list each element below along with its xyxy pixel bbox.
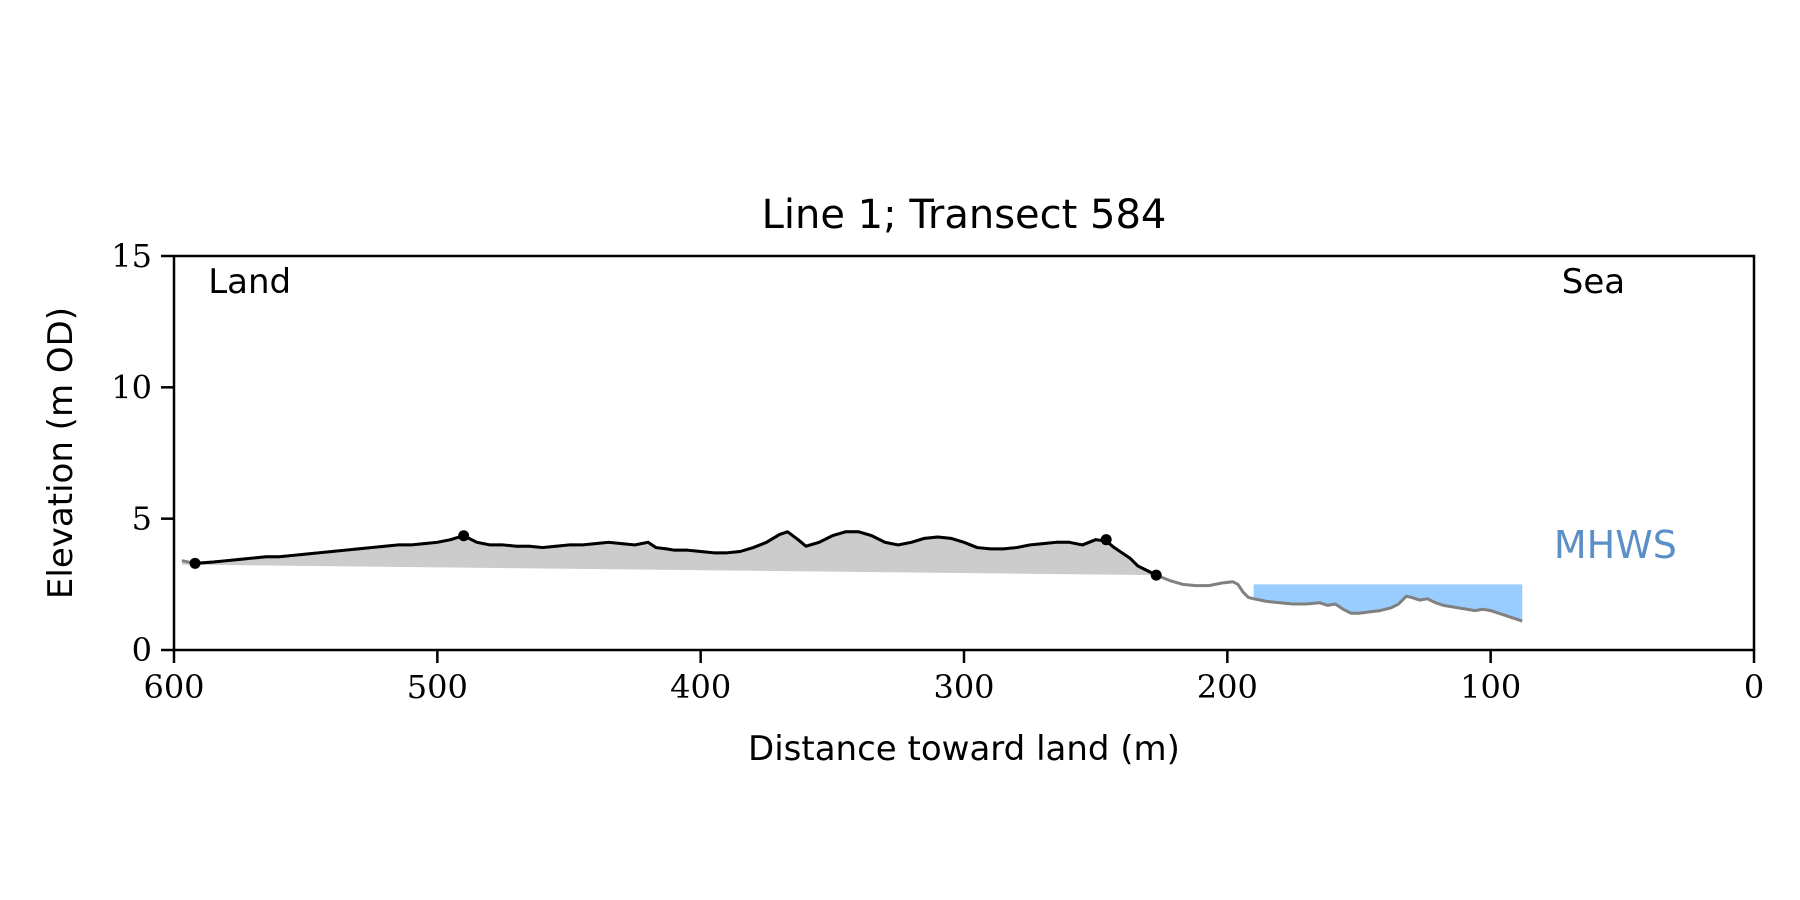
y-tick-label: 10	[111, 368, 152, 406]
profile-fill	[181, 531, 1157, 576]
chart-title: Line 1; Transect 584	[762, 192, 1167, 238]
annotation-mhws: MHWS	[1554, 523, 1677, 567]
annotation-land: Land	[208, 262, 291, 302]
plot-area	[181, 530, 1523, 623]
x-tick-label: 0	[1744, 668, 1764, 706]
x-tick-label: 600	[143, 668, 204, 706]
x-tick-label: 200	[1197, 668, 1258, 706]
annotation-sea: Sea	[1562, 262, 1625, 302]
series-line-land-profile	[194, 530, 1157, 577]
profile-marker	[458, 530, 470, 542]
mhws-water-fill	[1253, 584, 1523, 622]
profile-marker	[1150, 569, 1162, 581]
y-tick-label: 0	[132, 631, 152, 669]
x-tick-label: 500	[407, 668, 468, 706]
profile-marker	[189, 557, 201, 569]
profile-marker	[1100, 534, 1112, 546]
y-tick-label: 5	[132, 500, 152, 538]
axis-ticks: 600 500 400 300 200 100 0 0 5 10 15	[111, 237, 1764, 706]
x-tick-label: 300	[933, 668, 994, 706]
y-axis-label: Elevation (m OD)	[41, 307, 81, 599]
x-tick-label: 100	[1460, 668, 1521, 706]
y-tick-label: 15	[111, 237, 152, 275]
x-tick-label: 400	[670, 668, 731, 706]
x-axis-label: Distance toward land (m)	[748, 729, 1180, 769]
